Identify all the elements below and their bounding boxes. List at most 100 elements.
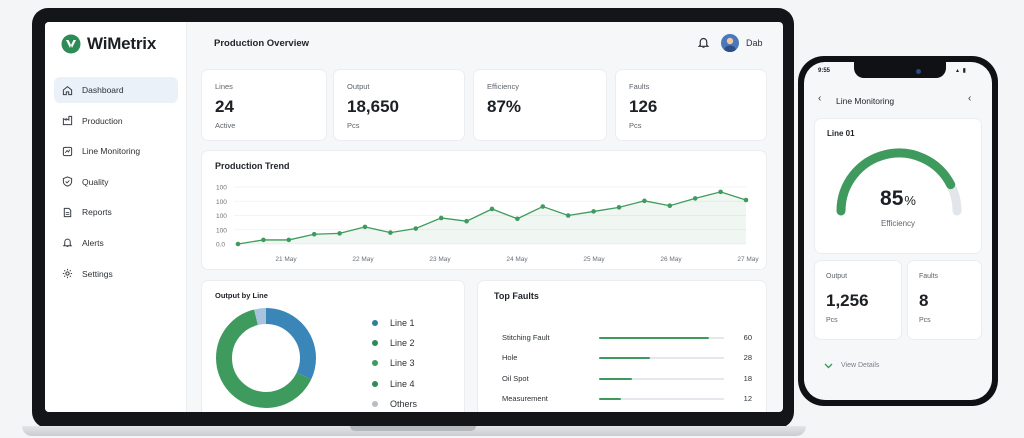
trend-point[interactable]: [261, 237, 266, 243]
trend-point[interactable]: [337, 231, 342, 236]
fault-name: Stitching Fault: [502, 333, 550, 342]
trend-point[interactable]: [388, 230, 393, 235]
trend-point[interactable]: [413, 226, 419, 231]
fault-bar-track: [599, 397, 724, 400]
trend-point[interactable]: [311, 231, 317, 237]
trend-point[interactable]: [718, 189, 723, 195]
notification-bell-icon[interactable]: [697, 36, 710, 49]
trend-point[interactable]: [464, 218, 469, 224]
kpi-label: Output: [347, 82, 370, 91]
view-details-button[interactable]: View Details: [824, 362, 879, 369]
fault-row[interactable]: Oil Spot 18: [502, 372, 752, 386]
fault-row[interactable]: Measurement 12: [502, 392, 752, 406]
production-trend-chart[interactable]: 100 100 100 100 0.0 21 May 22 May 23 May 24 May 2…: [202, 151, 768, 271]
kpi-card-lines[interactable]: Lines 24 Active: [201, 69, 327, 141]
trend-point[interactable]: [489, 206, 495, 212]
kpi-value: 87%: [487, 97, 522, 116]
legend-label: Line 1: [390, 318, 415, 329]
sidebar-item-quality[interactable]: Quality: [54, 169, 178, 195]
trend-point[interactable]: [235, 241, 241, 247]
legend-item-line-1[interactable]: Line 1: [372, 313, 472, 333]
user-name[interactable]: Dab: [746, 38, 763, 48]
y-tick-label: 100: [216, 213, 227, 220]
trend-point[interactable]: [743, 197, 749, 203]
chevron-down-icon: [824, 363, 833, 368]
output-donut-chart[interactable]: [202, 281, 372, 412]
fault-row[interactable]: Stitching Fault 60: [502, 331, 752, 345]
legend-dot: [372, 360, 378, 367]
trend-point[interactable]: [667, 203, 673, 209]
avatar[interactable]: [721, 34, 739, 52]
output-label: Output: [826, 273, 848, 280]
sidebar-nav: Dashboard Production Line Monitoring Qua…: [54, 77, 178, 291]
legend-dot: [372, 380, 378, 387]
top-faults-title: Top Faults: [494, 291, 539, 301]
phone-screen: 9:55 ▴ ▮ ‹ Line Monitoring ‹ Line 01 85%…: [804, 62, 992, 400]
fault-count: 12: [743, 393, 752, 403]
kpi-sub: Pcs: [629, 121, 642, 130]
laptop-notch: [350, 426, 476, 431]
sidebar-item-production[interactable]: Production: [54, 108, 178, 134]
sidebar-item-label: Line Monitoring: [82, 146, 141, 157]
trend-point[interactable]: [565, 213, 571, 218]
collapse-chevron-icon[interactable]: ‹: [968, 93, 972, 104]
y-tick-label: 100: [216, 185, 227, 192]
trend-point[interactable]: [286, 237, 292, 243]
trend-point[interactable]: [591, 209, 596, 214]
kpi-card-faults[interactable]: Faults 126 Pcs: [615, 69, 767, 141]
fault-name: Measurement: [502, 393, 548, 403]
efficiency-gauge: [836, 148, 962, 216]
kpi-card-efficiency[interactable]: Efficiency 87%: [473, 69, 607, 141]
x-tick-label: 23 May: [429, 256, 451, 263]
trend-point[interactable]: [515, 216, 520, 222]
output-by-line-card: Output by Line Line 1 Line 2 Line 3 Line…: [201, 280, 465, 412]
gauge-number: 85: [880, 187, 904, 210]
trend-point[interactable]: [438, 215, 444, 221]
status-time: 9:55: [818, 68, 831, 74]
fault-count: 18: [743, 373, 752, 383]
trend-point[interactable]: [616, 205, 622, 210]
sidebar-item-reports[interactable]: Reports: [54, 199, 178, 225]
kpi-card-output[interactable]: Output 18,650 Pcs: [333, 69, 465, 141]
factory-icon: [62, 115, 73, 126]
x-tick-label: 27 May: [737, 256, 759, 263]
phone-notch: [854, 62, 946, 78]
output-by-line-title: Output by Line: [215, 291, 268, 300]
topbar: Production Overview Dab: [187, 22, 783, 66]
legend-item-line-4[interactable]: Line 4: [372, 374, 472, 394]
donut-segment-line-3[interactable]: [216, 308, 316, 408]
legend-item-line-3[interactable]: Line 3: [372, 353, 472, 373]
kpi-value: 126: [629, 97, 658, 116]
sidebar-item-line-monitoring[interactable]: Line Monitoring: [54, 138, 178, 164]
trend-point[interactable]: [642, 198, 647, 204]
output-sub: Pcs: [826, 317, 838, 324]
phone-output-card[interactable]: Output 1,256 Pcs: [814, 260, 902, 340]
sidebar: WiMetrix Dashboard Production Line Monit…: [45, 22, 187, 412]
brand[interactable]: WiMetrix: [61, 34, 156, 54]
trend-point[interactable]: [540, 204, 546, 209]
report-icon: [63, 207, 72, 218]
legend-item-line-2[interactable]: Line 2: [372, 333, 472, 353]
phone-header-title: Line Monitoring: [836, 96, 895, 106]
legend-label: Others: [390, 398, 418, 409]
donut-segment-others[interactable]: [216, 308, 316, 408]
legend-item-others[interactable]: Others: [372, 394, 472, 412]
sidebar-item-label: Quality: [82, 176, 109, 187]
gauge-label: Efficiency: [880, 219, 916, 228]
fault-bar: [599, 397, 621, 400]
top-faults-card: Top Faults Stitching Fault 60 Hole 28 Oil …: [477, 280, 767, 412]
sidebar-item-dashboard[interactable]: Dashboard: [54, 77, 178, 103]
sidebar-item-alerts[interactable]: Alerts: [54, 230, 178, 256]
sidebar-item-label: Settings: [82, 268, 113, 279]
trend-point[interactable]: [692, 196, 698, 201]
sidebar-item-settings[interactable]: Settings: [54, 261, 178, 287]
fault-row[interactable]: Hole 28: [502, 351, 752, 365]
kpi-sub: Pcs: [347, 121, 360, 130]
donut-legend: Line 1 Line 2 Line 3 Line 4 Others: [372, 313, 472, 412]
phone-camera: [916, 69, 921, 74]
line-efficiency-card[interactable]: Line 01 85% Efficiency: [814, 118, 982, 254]
x-tick-label: 25 May: [583, 256, 605, 263]
back-chevron-icon[interactable]: ‹: [818, 93, 822, 104]
trend-point[interactable]: [362, 224, 368, 230]
phone-faults-card[interactable]: Faults 8 Pcs: [907, 260, 982, 340]
